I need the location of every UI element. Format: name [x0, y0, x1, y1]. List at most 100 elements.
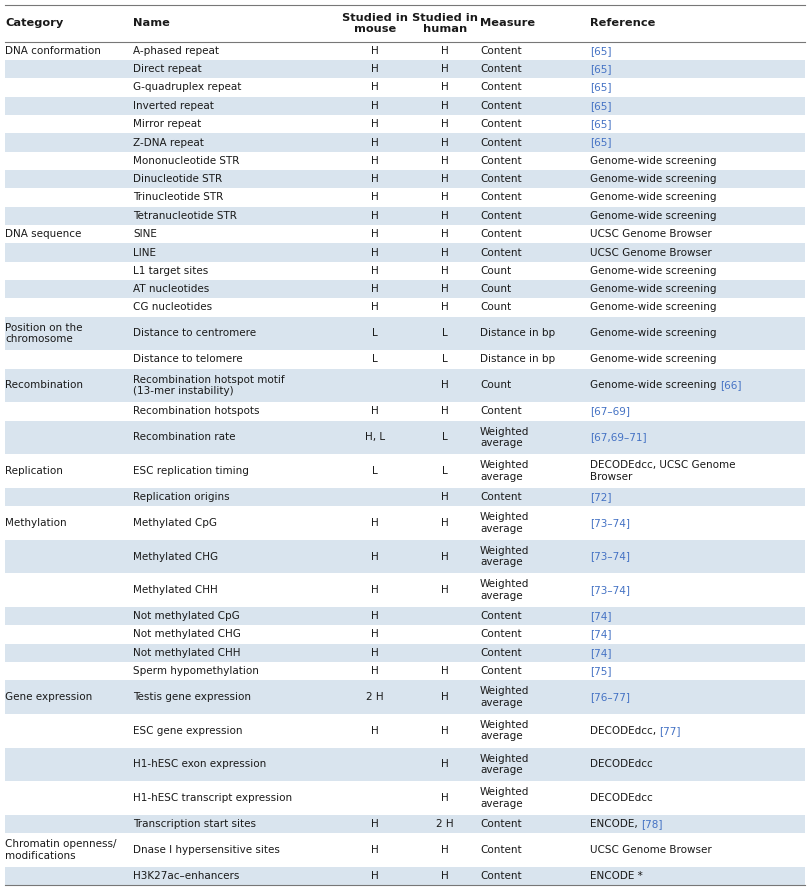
- Text: Content: Content: [480, 648, 522, 658]
- Text: H: H: [371, 137, 379, 148]
- Text: H: H: [371, 192, 379, 203]
- Text: H: H: [441, 492, 449, 502]
- Text: H: H: [371, 407, 379, 417]
- Text: H: H: [441, 247, 449, 257]
- Text: DNA conformation: DNA conformation: [5, 45, 101, 56]
- Text: L: L: [372, 354, 378, 364]
- Text: Inverted repeat: Inverted repeat: [133, 101, 214, 111]
- Text: [74]: [74]: [590, 611, 612, 621]
- Text: Content: Content: [480, 83, 522, 93]
- Text: Genome-wide screening: Genome-wide screening: [590, 174, 717, 184]
- Text: H: H: [441, 101, 449, 111]
- Text: H: H: [371, 552, 379, 562]
- Text: UCSC Genome Browser: UCSC Genome Browser: [590, 845, 712, 855]
- Text: ESC gene expression: ESC gene expression: [133, 725, 242, 736]
- Text: Content: Content: [480, 407, 522, 417]
- Text: H: H: [441, 666, 449, 676]
- Text: H: H: [371, 101, 379, 111]
- Text: H: H: [441, 585, 449, 595]
- Text: [73–74]: [73–74]: [590, 585, 630, 595]
- Bar: [5, 643, 805, 662]
- Text: [76–77]: [76–77]: [590, 692, 630, 702]
- Text: H: H: [441, 192, 449, 203]
- Bar: [5, 626, 805, 643]
- Text: AT nucleotides: AT nucleotides: [133, 284, 209, 295]
- Text: H: H: [441, 119, 449, 129]
- Text: ESC replication timing: ESC replication timing: [133, 466, 249, 476]
- Text: Dinucleotide STR: Dinucleotide STR: [133, 174, 222, 184]
- Text: H: H: [371, 247, 379, 257]
- Text: DECODEdcc, UCSC Genome
Browser: DECODEdcc, UCSC Genome Browser: [590, 460, 735, 481]
- Bar: [5, 134, 805, 151]
- Bar: [5, 189, 805, 206]
- Text: Methylated CpG: Methylated CpG: [133, 518, 217, 528]
- Text: Sperm hypomethylation: Sperm hypomethylation: [133, 666, 259, 676]
- Bar: [5, 78, 805, 97]
- Text: H: H: [441, 266, 449, 276]
- Text: Count: Count: [480, 266, 511, 276]
- Text: H: H: [371, 119, 379, 129]
- Text: UCSC Genome Browser: UCSC Genome Browser: [590, 229, 712, 239]
- Bar: [5, 506, 805, 539]
- Text: ENCODE,: ENCODE,: [590, 819, 641, 829]
- Text: H: H: [441, 380, 449, 391]
- Text: DECODEdcc: DECODEdcc: [590, 793, 653, 803]
- Text: H: H: [441, 229, 449, 239]
- Text: UCSC Genome Browser: UCSC Genome Browser: [590, 247, 712, 257]
- Text: Content: Content: [480, 492, 522, 502]
- Text: H: H: [371, 229, 379, 239]
- Text: [65]: [65]: [590, 83, 612, 93]
- Text: Recombination: Recombination: [5, 380, 83, 391]
- Text: H: H: [371, 174, 379, 184]
- Text: H: H: [441, 725, 449, 736]
- Text: [65]: [65]: [590, 119, 612, 129]
- Bar: [5, 115, 805, 134]
- Text: Methylated CHH: Methylated CHH: [133, 585, 218, 595]
- Text: Weighted
average: Weighted average: [480, 579, 530, 601]
- Text: Content: Content: [480, 101, 522, 111]
- Text: Content: Content: [480, 137, 522, 148]
- Text: Weighted
average: Weighted average: [480, 787, 530, 809]
- Text: H: H: [371, 45, 379, 56]
- Bar: [5, 243, 805, 262]
- Text: Content: Content: [480, 174, 522, 184]
- Text: Weighted
average: Weighted average: [480, 546, 530, 567]
- Text: Mononucleotide STR: Mononucleotide STR: [133, 156, 240, 166]
- Text: Not methylated CpG: Not methylated CpG: [133, 611, 240, 621]
- Text: H: H: [441, 407, 449, 417]
- Text: Recombination hotspots: Recombination hotspots: [133, 407, 259, 417]
- Bar: [5, 814, 805, 833]
- Text: [73–74]: [73–74]: [590, 552, 630, 562]
- Text: H: H: [441, 303, 449, 312]
- Bar: [5, 662, 805, 680]
- Bar: [5, 539, 805, 573]
- Text: H: H: [371, 629, 379, 639]
- Text: [74]: [74]: [590, 648, 612, 658]
- Text: Recombination hotspot motif
(13-mer instability): Recombination hotspot motif (13-mer inst…: [133, 375, 284, 396]
- Text: H: H: [371, 870, 379, 881]
- Text: DNA sequence: DNA sequence: [5, 229, 81, 239]
- Text: Distance in bp: Distance in bp: [480, 354, 555, 364]
- Text: A-phased repeat: A-phased repeat: [133, 45, 219, 56]
- Text: Weighted
average: Weighted average: [480, 686, 530, 708]
- Text: Position on the
chromosome: Position on the chromosome: [5, 323, 83, 344]
- Text: H: H: [371, 585, 379, 595]
- Text: H: H: [371, 845, 379, 855]
- Text: Content: Content: [480, 211, 522, 221]
- Text: Count: Count: [480, 284, 511, 295]
- Bar: [5, 748, 805, 781]
- Text: Content: Content: [480, 156, 522, 166]
- Text: Mirror repeat: Mirror repeat: [133, 119, 201, 129]
- Text: Content: Content: [480, 247, 522, 257]
- Bar: [5, 573, 805, 607]
- Text: Weighted
average: Weighted average: [480, 720, 530, 741]
- Bar: [5, 833, 805, 867]
- Text: Content: Content: [480, 229, 522, 239]
- Text: H: H: [441, 759, 449, 769]
- Text: 2 H: 2 H: [437, 819, 454, 829]
- Bar: [5, 298, 805, 317]
- Text: Studied in
human: Studied in human: [412, 12, 478, 34]
- Text: L1 target sites: L1 target sites: [133, 266, 208, 276]
- Text: H: H: [371, 211, 379, 221]
- Text: Studied in
mouse: Studied in mouse: [342, 12, 408, 34]
